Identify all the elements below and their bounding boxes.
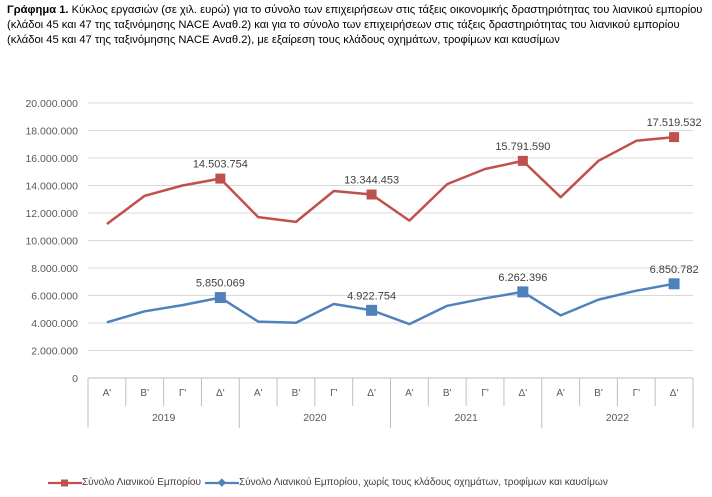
- x-tick-label: Δ': [670, 388, 679, 399]
- data-label: 15.791.590: [495, 141, 550, 153]
- y-tick-label: 6.000.000: [31, 291, 78, 303]
- data-label: 5.850.069: [196, 278, 245, 290]
- series-line-0: [106, 135, 675, 226]
- data-point-marker: [669, 132, 680, 143]
- x-tick-label: Γ': [481, 388, 489, 399]
- x-tick-label: Α': [405, 388, 414, 399]
- data-label: 4.922.754: [347, 290, 396, 302]
- x-tick-label: Α': [556, 388, 565, 399]
- y-tick-label: 0: [72, 373, 78, 385]
- x-tick-label: Γ': [330, 388, 338, 399]
- data-label: 6.850.782: [650, 264, 699, 276]
- legend-item-excl: Σύνολο Λιανικού Εμπορίου, χωρίς τους κλά…: [204, 477, 608, 488]
- data-point-marker: [366, 304, 378, 316]
- legend-item-total: Σύνολο Λιανικού Εμπορίου: [48, 477, 201, 488]
- data-point-marker: [366, 189, 377, 200]
- data-point-marker: [215, 173, 226, 184]
- x-tick-label: Β': [140, 388, 149, 399]
- x-tick-label: Α': [103, 388, 112, 399]
- legend-label-excl: Σύνολο Λιανικού Εμπορίου, χωρίς τους κλά…: [238, 477, 608, 488]
- year-label: 2020: [303, 412, 327, 424]
- y-tick-label: 20.000.000: [25, 98, 78, 110]
- y-tick-label: 16.000.000: [25, 153, 78, 165]
- year-label: 2021: [454, 412, 478, 424]
- x-tick-label: Β': [292, 388, 301, 399]
- data-label: 6.262.396: [498, 272, 547, 284]
- data-point-marker: [668, 278, 680, 290]
- x-tick-label: Δ': [216, 388, 225, 399]
- series-line-1: [106, 282, 675, 326]
- x-tick-label: Α': [254, 388, 263, 399]
- legend-label-total: Σύνολο Λιανικού Εμπορίου: [82, 477, 201, 488]
- chart-legend: Σύνολο Λιανικού Εμπορίου Σύνολο Λιανικού…: [48, 477, 612, 488]
- y-tick-label: 8.000.000: [31, 263, 78, 275]
- data-point-marker: [517, 286, 529, 298]
- chart-caption: Γράφημα 1. Κύκλος εργασιών (σε χιλ. ευρώ…: [7, 3, 707, 48]
- data-point-marker: [517, 155, 528, 166]
- legend-swatch-excl: [204, 477, 239, 487]
- y-tick-label: 2.000.000: [31, 346, 78, 358]
- caption-text: Κύκλος εργασιών (σε χιλ. ευρώ) για το σύ…: [7, 4, 703, 46]
- year-label: 2019: [152, 412, 176, 424]
- data-label: 17.519.532: [647, 117, 702, 129]
- year-label: 2022: [606, 412, 630, 424]
- y-tick-label: 18.000.000: [25, 126, 78, 138]
- y-tick-label: 14.000.000: [25, 181, 78, 193]
- x-tick-label: Β': [443, 388, 452, 399]
- data-point-marker: [214, 292, 226, 304]
- legend-swatch-total: [48, 479, 82, 486]
- y-tick-label: 4.000.000: [31, 318, 78, 330]
- x-tick-label: Β': [594, 388, 603, 399]
- y-tick-label: 12.000.000: [25, 208, 78, 220]
- caption-label: Γράφημα 1.: [7, 4, 69, 16]
- y-tick-label: 10.000.000: [25, 236, 78, 248]
- x-tick-label: Γ': [633, 388, 641, 399]
- data-label: 13.344.453: [344, 175, 399, 187]
- x-tick-label: Δ': [519, 388, 528, 399]
- line-chart: 0 2.000.000 4.000.000 6.000.000 8.000.000 10.…: [25, 98, 702, 428]
- data-label: 14.503.754: [193, 159, 248, 171]
- x-tick-label: Γ': [179, 388, 187, 399]
- x-tick-label: Δ': [367, 388, 376, 399]
